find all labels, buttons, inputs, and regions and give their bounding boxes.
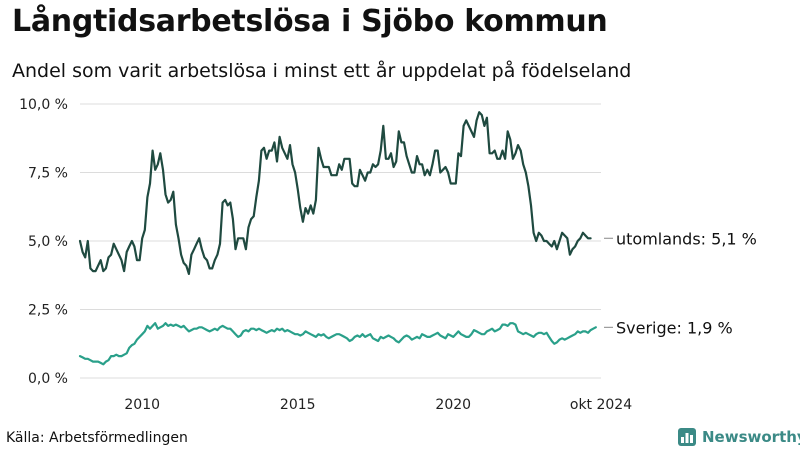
y-tick-label: 7,5 % xyxy=(28,166,68,182)
x-tick-label: 2020 xyxy=(435,397,471,413)
page-subtitle: Andel som varit arbetslösa i minst ett å… xyxy=(12,60,632,82)
x-axis-tick-labels: 2010 2015 2020 okt 2024 xyxy=(124,397,632,413)
line-chart: 0,0 % 2,5 % 5,0 % 7,5 % 10,0 % 2010 2015 2020 o… xyxy=(19,97,757,413)
series-line-sverige xyxy=(78,322,597,366)
x-tick-label: okt 2024 xyxy=(570,397,632,413)
y-tick-label: 2,5 % xyxy=(28,303,68,319)
y-tick-label: 10,0 % xyxy=(19,97,68,113)
series-end-label: Sverige: 1,9 % xyxy=(616,318,733,337)
x-tick-label: 2015 xyxy=(280,397,316,413)
brand-name: Newsworthy xyxy=(702,428,800,446)
grid-lines xyxy=(80,103,601,379)
source-note: Källa: Arbetsförmedlingen xyxy=(6,430,188,446)
y-tick-label: 5,0 % xyxy=(28,234,68,250)
y-axis-tick-labels: 0,0 % 2,5 % 5,0 % 7,5 % 10,0 % xyxy=(19,97,68,387)
series-lines xyxy=(78,111,597,366)
series-line-utomlands xyxy=(78,111,592,275)
x-tick-label: 2010 xyxy=(124,397,160,413)
y-tick-label: 0,0 % xyxy=(28,371,68,387)
series-end-labels: utomlands: 5,1 % Sverige: 1,9 % xyxy=(604,229,757,337)
bar-chart-logo-icon xyxy=(678,428,696,446)
series-end-label: utomlands: 5,1 % xyxy=(616,229,757,248)
page-title: Långtidsarbetslösa i Sjöbo kommun xyxy=(12,4,608,39)
brand-logo: Newsworthy xyxy=(678,426,800,448)
